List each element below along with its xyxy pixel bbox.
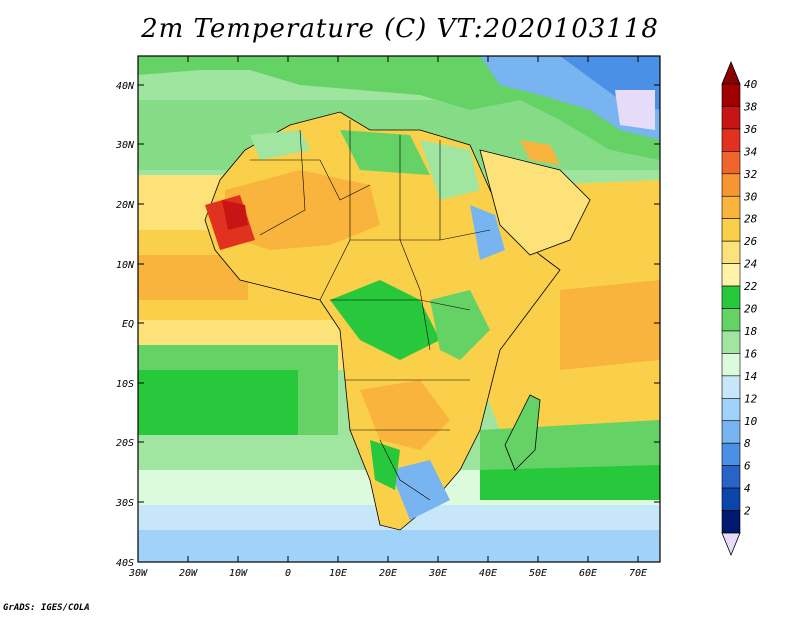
colorbar-swatch xyxy=(721,173,741,197)
colorbar-swatch xyxy=(721,375,741,399)
colorbar-label: 8 xyxy=(744,437,751,450)
lat-label-40n: 40N xyxy=(116,81,135,92)
grads-credit: GrADS: IGES/COLA xyxy=(3,603,90,613)
colorbar-label: 6 xyxy=(744,460,751,473)
lat-label-20n: 20N xyxy=(116,200,135,211)
colorbar-label: 22 xyxy=(744,280,758,293)
colorbar-swatch xyxy=(721,218,741,242)
colorbar-label: 40 xyxy=(744,78,758,91)
colorbar-label: 18 xyxy=(744,325,758,338)
temperature-field xyxy=(138,56,660,562)
colorbar-swatch xyxy=(721,151,741,175)
colorbar: 40 38 36 34 32 30 28 26 24 22 20 18 16 14 12 10 8 6 4 2 xyxy=(721,60,758,557)
colorbar-swatch xyxy=(721,195,741,220)
lon-label-50e: 50E xyxy=(529,568,547,579)
lon-label-20w: 20W xyxy=(179,568,198,579)
colorbar-swatch xyxy=(721,442,741,466)
colorbar-label: 34 xyxy=(743,145,757,158)
map-title: 2m Temperature (C) VT:2020103118 xyxy=(141,14,659,44)
colorbar-label: 12 xyxy=(744,392,758,405)
colorbar-label: 16 xyxy=(744,347,758,360)
colorbar-swatch xyxy=(721,263,741,287)
colorbar-swatch xyxy=(721,128,741,152)
lon-label-30w: 30W xyxy=(128,568,148,579)
colorbar-label: 28 xyxy=(744,213,758,226)
lat-label-30n: 30N xyxy=(115,140,135,151)
colorbar-swatch xyxy=(721,397,741,422)
lon-label-0: 0 xyxy=(285,568,291,579)
colorbar-label: 30 xyxy=(743,190,758,203)
lat-label-eq: EQ xyxy=(122,319,134,330)
lon-label-10e: 10E xyxy=(329,568,347,579)
colorbar-swatch xyxy=(721,353,741,377)
lon-label-10w: 10W xyxy=(229,568,248,579)
lon-label-60e: 60E xyxy=(579,568,597,579)
colorbar-swatch xyxy=(721,510,741,534)
colorbar-label: 4 xyxy=(744,482,751,495)
colorbar-label: 38 xyxy=(743,100,758,113)
lon-label-30e: 30E xyxy=(428,568,447,579)
colorbar-swatch xyxy=(721,487,741,511)
colorbar-swatch xyxy=(721,240,741,264)
lat-label-10s: 10S xyxy=(116,379,134,390)
colorbar-label: 26 xyxy=(744,235,758,248)
colorbar-label: 14 xyxy=(744,370,757,383)
lat-label-10n: 10N xyxy=(116,260,135,271)
colorbar-top-arrow xyxy=(721,60,741,85)
colorbar-label: 10 xyxy=(744,415,758,428)
colorbar-swatch xyxy=(721,285,741,309)
lon-label-70e: 70E xyxy=(629,568,647,579)
lon-label-40e: 40E xyxy=(479,568,497,579)
lat-label-40s: 40S xyxy=(116,558,134,569)
colorbar-swatch xyxy=(721,420,741,444)
lat-label-30s: 30S xyxy=(115,498,134,509)
colorbar-swatch xyxy=(721,330,741,354)
colorbar-swatch xyxy=(721,465,741,489)
lat-label-20s: 20S xyxy=(116,438,134,449)
colorbar-swatch xyxy=(721,308,741,332)
colorbar-label: 32 xyxy=(743,168,758,181)
colorbar-label: 24 xyxy=(744,258,757,271)
colorbar-label: 36 xyxy=(743,123,758,136)
lon-label-20e: 20E xyxy=(379,568,397,579)
colorbar-label: 2 xyxy=(744,505,751,518)
colorbar-swatch xyxy=(721,106,741,130)
colorbar-swatch xyxy=(721,83,741,107)
colorbar-bottom-arrow xyxy=(721,532,741,557)
colorbar-label: 20 xyxy=(744,303,758,316)
map-frame xyxy=(137,55,661,563)
